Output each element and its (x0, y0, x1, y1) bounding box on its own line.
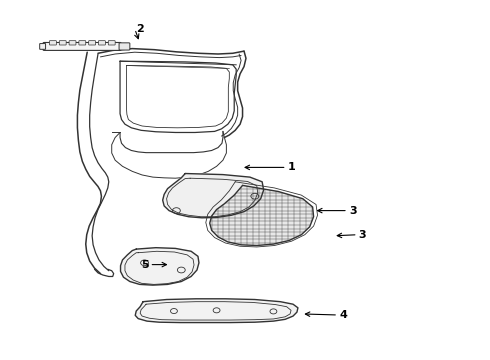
FancyBboxPatch shape (89, 41, 96, 45)
Text: 2: 2 (136, 24, 144, 34)
Text: 3: 3 (359, 230, 367, 240)
FancyBboxPatch shape (98, 41, 105, 45)
FancyBboxPatch shape (43, 42, 121, 50)
Polygon shape (135, 299, 298, 323)
FancyBboxPatch shape (69, 41, 76, 45)
Text: 1: 1 (288, 162, 295, 172)
FancyBboxPatch shape (108, 41, 115, 45)
FancyBboxPatch shape (59, 41, 66, 45)
Polygon shape (210, 185, 314, 246)
FancyBboxPatch shape (49, 41, 56, 45)
Polygon shape (121, 248, 199, 285)
Polygon shape (163, 174, 264, 218)
Text: 4: 4 (339, 310, 347, 320)
FancyBboxPatch shape (119, 43, 130, 50)
FancyBboxPatch shape (79, 41, 86, 45)
Text: 3: 3 (349, 206, 357, 216)
FancyBboxPatch shape (40, 44, 46, 49)
Text: 5: 5 (141, 260, 148, 270)
